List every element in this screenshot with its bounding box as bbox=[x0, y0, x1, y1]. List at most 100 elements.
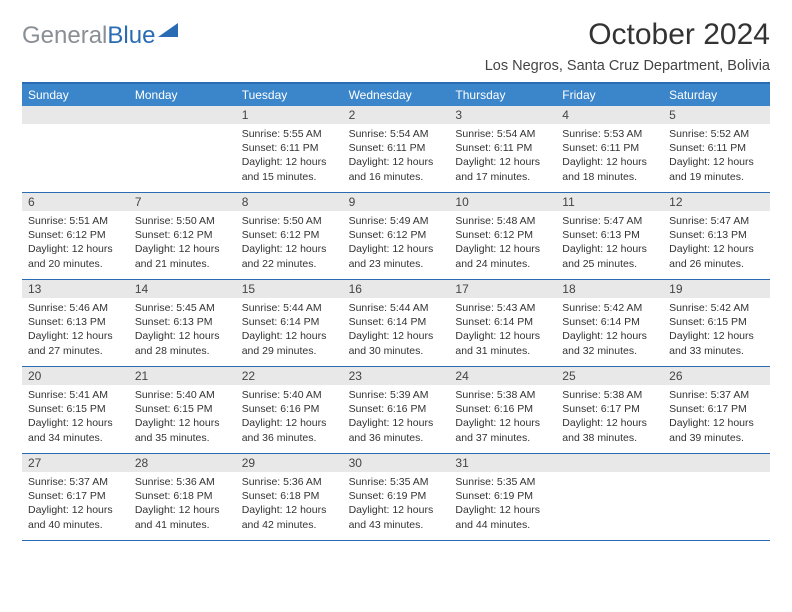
sunrise-text: Sunrise: 5:37 AM bbox=[28, 475, 123, 489]
day-number: 18 bbox=[556, 280, 663, 298]
sunset-text: Sunset: 6:15 PM bbox=[28, 402, 123, 416]
sunrise-text: Sunrise: 5:49 AM bbox=[349, 214, 444, 228]
day-number: 28 bbox=[129, 454, 236, 472]
daylight-text: Daylight: 12 hours and 43 minutes. bbox=[349, 503, 444, 531]
header: General Blue October 2024 Los Negros, Sa… bbox=[22, 18, 770, 74]
sunset-text: Sunset: 6:18 PM bbox=[135, 489, 230, 503]
day-data: Sunrise: 5:47 AMSunset: 6:13 PMDaylight:… bbox=[663, 211, 770, 276]
sunset-text: Sunset: 6:16 PM bbox=[349, 402, 444, 416]
day-number: 4 bbox=[556, 106, 663, 124]
sunrise-text: Sunrise: 5:54 AM bbox=[349, 127, 444, 141]
daylight-text: Daylight: 12 hours and 31 minutes. bbox=[455, 329, 550, 357]
sunset-text: Sunset: 6:13 PM bbox=[135, 315, 230, 329]
day-cell: 5Sunrise: 5:52 AMSunset: 6:11 PMDaylight… bbox=[663, 106, 770, 192]
daylight-text: Daylight: 12 hours and 36 minutes. bbox=[349, 416, 444, 444]
daylight-text: Daylight: 12 hours and 35 minutes. bbox=[135, 416, 230, 444]
daylight-text: Daylight: 12 hours and 39 minutes. bbox=[669, 416, 764, 444]
sunset-text: Sunset: 6:14 PM bbox=[562, 315, 657, 329]
sunrise-text: Sunrise: 5:42 AM bbox=[669, 301, 764, 315]
week-row: 1 Sunrise: 5:55 AM Sunset: 6:11 PM Daylight… bbox=[22, 106, 770, 193]
sunset-text: Sunset: 6:12 PM bbox=[349, 228, 444, 242]
day-cell: 3Sunrise: 5:54 AMSunset: 6:11 PMDaylight… bbox=[449, 106, 556, 192]
daylight-text: Daylight: 12 hours and 24 minutes. bbox=[455, 242, 550, 270]
sunrise-text: Sunrise: 5:44 AM bbox=[242, 301, 337, 315]
sunrise-text: Sunrise: 5:45 AM bbox=[135, 301, 230, 315]
logo-text-gray: General bbox=[22, 22, 107, 50]
week-row: 20Sunrise: 5:41 AMSunset: 6:15 PMDayligh… bbox=[22, 367, 770, 454]
day-number: 23 bbox=[343, 367, 450, 385]
day-header: Monday bbox=[129, 84, 236, 106]
day-cell: 15Sunrise: 5:44 AMSunset: 6:14 PMDayligh… bbox=[236, 280, 343, 366]
sunset-text: Sunset: 6:15 PM bbox=[135, 402, 230, 416]
day-number: 31 bbox=[449, 454, 556, 472]
day-cell bbox=[556, 454, 663, 540]
day-cell: 17 Sunrise: 5:43 AMSunset: 6:14 PMDayligh… bbox=[449, 280, 556, 366]
sunset-text: Sunset: 6:11 PM bbox=[562, 141, 657, 155]
sunrise-text: Sunrise: 5:36 AM bbox=[135, 475, 230, 489]
day-data: Sunrise: 5:36 AMSunset: 6:18 PMDaylight:… bbox=[129, 472, 236, 537]
day-data: Sunrise: 5:54 AMSunset: 6:11 PMDaylight:… bbox=[343, 124, 450, 189]
sunset-text: Sunset: 6:13 PM bbox=[28, 315, 123, 329]
sunrise-text: Sunrise: 5:47 AM bbox=[669, 214, 764, 228]
sunrise-text: Sunrise: 5:38 AM bbox=[562, 388, 657, 402]
sunrise-text: Sunrise: 5:35 AM bbox=[349, 475, 444, 489]
day-number: 19 bbox=[663, 280, 770, 298]
sunset-text: Sunset: 6:14 PM bbox=[349, 315, 444, 329]
day-cell: 13Sunrise: 5:46 AMSunset: 6:13 PMDayligh… bbox=[22, 280, 129, 366]
day-cell: 16Sunrise: 5:44 AMSunset: 6:14 PMDayligh… bbox=[343, 280, 450, 366]
daylight-text: Daylight: 12 hours and 17 minutes. bbox=[455, 155, 550, 183]
day-number: 1 bbox=[236, 106, 343, 124]
week-row: 13Sunrise: 5:46 AMSunset: 6:13 PMDayligh… bbox=[22, 280, 770, 367]
day-number: 27 bbox=[22, 454, 129, 472]
sunrise-text: Sunrise: 5:50 AM bbox=[242, 214, 337, 228]
calendar: Sunday Monday Tuesday Wednesday Thursday… bbox=[22, 82, 770, 541]
title-block: October 2024 Los Negros, Santa Cruz Depa… bbox=[485, 18, 770, 74]
week-row: 27Sunrise: 5:37 AMSunset: 6:17 PMDayligh… bbox=[22, 454, 770, 541]
day-data: Sunrise: 5:44 AMSunset: 6:14 PMDaylight:… bbox=[236, 298, 343, 363]
day-number: 5 bbox=[663, 106, 770, 124]
day-number: 15 bbox=[236, 280, 343, 298]
day-header: Tuesday bbox=[236, 84, 343, 106]
sunrise-text: Sunrise: 5:51 AM bbox=[28, 214, 123, 228]
sunrise-text: Sunrise: 5:55 AM bbox=[242, 127, 337, 141]
day-cell: 25Sunrise: 5:38 AMSunset: 6:17 PMDayligh… bbox=[556, 367, 663, 453]
day-data: Sunrise: 5:51 AMSunset: 6:12 PMDaylight:… bbox=[22, 211, 129, 276]
day-header: Sunday bbox=[22, 84, 129, 106]
day-header-row: Sunday Monday Tuesday Wednesday Thursday… bbox=[22, 84, 770, 106]
sunrise-text: Sunrise: 5:47 AM bbox=[562, 214, 657, 228]
day-cell: 12Sunrise: 5:47 AMSunset: 6:13 PMDayligh… bbox=[663, 193, 770, 279]
sunset-text: Sunset: 6:12 PM bbox=[135, 228, 230, 242]
sunset-text: Sunset: 6:19 PM bbox=[349, 489, 444, 503]
sunrise-text: Sunrise: 5:42 AM bbox=[562, 301, 657, 315]
day-number: 11 bbox=[556, 193, 663, 211]
day-cell: 27Sunrise: 5:37 AMSunset: 6:17 PMDayligh… bbox=[22, 454, 129, 540]
day-number bbox=[663, 454, 770, 472]
day-cell: 24Sunrise: 5:38 AMSunset: 6:16 PMDayligh… bbox=[449, 367, 556, 453]
day-data: Sunrise: 5:41 AMSunset: 6:15 PMDaylight:… bbox=[22, 385, 129, 450]
day-data: Sunrise: 5:44 AMSunset: 6:14 PMDaylight:… bbox=[343, 298, 450, 363]
sunrise-text: Sunrise: 5:52 AM bbox=[669, 127, 764, 141]
day-number bbox=[556, 454, 663, 472]
daylight-text: Daylight: 12 hours and 32 minutes. bbox=[562, 329, 657, 357]
day-number: 17 bbox=[449, 280, 556, 298]
day-cell: 20Sunrise: 5:41 AMSunset: 6:15 PMDayligh… bbox=[22, 367, 129, 453]
sunrise-text: Sunrise: 5:41 AM bbox=[28, 388, 123, 402]
daylight-text: Daylight: 12 hours and 40 minutes. bbox=[28, 503, 123, 531]
daylight-text: Daylight: 12 hours and 42 minutes. bbox=[242, 503, 337, 531]
sunrise-text: Sunrise: 5:54 AM bbox=[455, 127, 550, 141]
sunset-text: Sunset: 6:14 PM bbox=[455, 315, 550, 329]
daylight-text: Daylight: 12 hours and 22 minutes. bbox=[242, 242, 337, 270]
day-cell: 9Sunrise: 5:49 AMSunset: 6:12 PMDaylight… bbox=[343, 193, 450, 279]
logo-text-blue: Blue bbox=[107, 22, 155, 50]
day-data: Sunrise: 5:49 AMSunset: 6:12 PMDaylight:… bbox=[343, 211, 450, 276]
day-data: Sunrise: 5:46 AMSunset: 6:13 PMDaylight:… bbox=[22, 298, 129, 363]
day-data: Sunrise: 5:47 AMSunset: 6:13 PMDaylight:… bbox=[556, 211, 663, 276]
sunrise-text: Sunrise: 5:43 AM bbox=[455, 301, 550, 315]
day-header: Saturday bbox=[663, 84, 770, 106]
daylight-text: Daylight: 12 hours and 37 minutes. bbox=[455, 416, 550, 444]
day-number: 20 bbox=[22, 367, 129, 385]
day-number bbox=[129, 106, 236, 124]
day-number: 7 bbox=[129, 193, 236, 211]
daylight-text: Daylight: 12 hours and 19 minutes. bbox=[669, 155, 764, 183]
day-data: Sunrise: 5:38 AMSunset: 6:16 PMDaylight:… bbox=[449, 385, 556, 450]
